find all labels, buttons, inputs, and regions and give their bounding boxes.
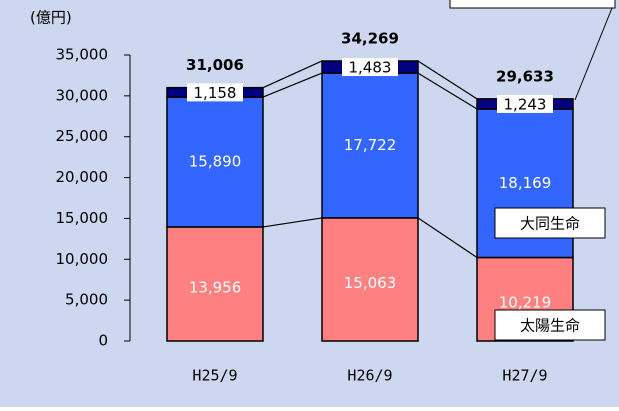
value-label: 15,063 [344,274,397,292]
connector-line [417,60,478,100]
bar-segment [166,226,264,342]
label-box [187,83,243,102]
value-label: 17,722 [344,136,397,154]
value-label: 15,890 [189,153,242,171]
connector-line [417,217,478,258]
x-tick-label: H26/9 [347,367,392,385]
total-label: 31,006 [186,56,244,74]
connector-line [417,72,478,110]
x-tick-label: H25/9 [192,367,237,385]
y-tick-label: 35,000 [56,46,109,64]
y-tick-label: 30,000 [56,86,109,104]
total-label: 29,633 [496,67,554,85]
y-tick-label: 15,000 [56,209,109,227]
value-label: 10,219 [499,294,552,312]
value-label: 1,483 [349,59,392,77]
legend-label: 太陽生命 [520,317,580,335]
value-label: 13,956 [189,278,242,296]
value-label: 1,243 [504,95,547,113]
y-tick-label: 10,000 [56,250,109,268]
y-unit: (億円) [30,9,72,27]
total-label: 34,269 [341,29,399,47]
y-tick-label: 25,000 [56,127,109,145]
label-box [497,94,553,113]
cut-legend-box [449,0,616,9]
legend-label: 大同生命 [520,215,580,233]
y-tick-label: 5,000 [65,291,108,309]
legend-box [494,309,606,341]
connector-line [262,217,323,228]
value-label: 1,158 [194,84,237,102]
bar-segment [166,96,264,228]
bar-segment [321,72,419,219]
value-label: 18,169 [499,174,552,192]
connector-line [262,72,323,98]
connector-line [262,60,323,89]
y-tick-label: 20,000 [56,168,109,186]
y-tick-label: 0 [98,332,108,350]
label-box [342,58,398,77]
x-tick-label: H27/9 [502,367,547,385]
leader-line [574,7,613,101]
legend-box [494,207,606,239]
